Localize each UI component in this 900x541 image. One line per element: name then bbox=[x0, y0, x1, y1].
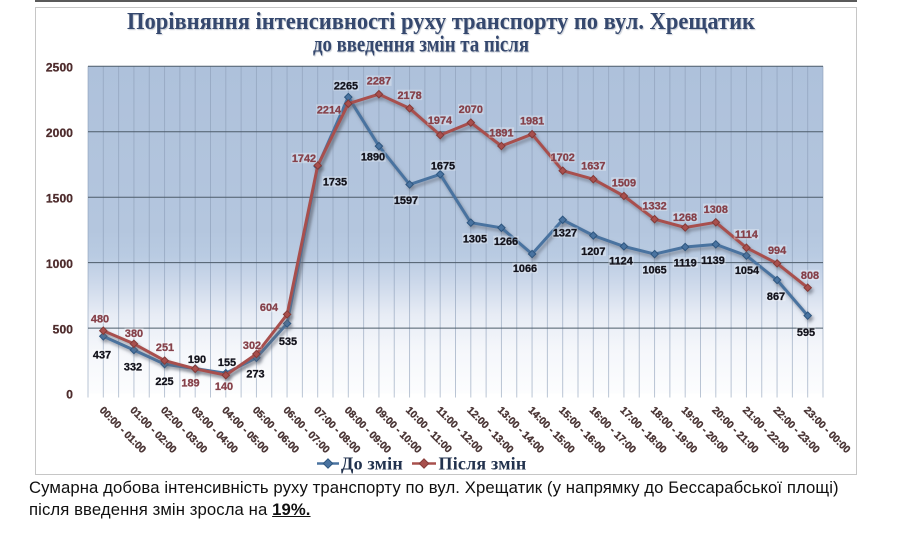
svg-text:480: 480 bbox=[91, 314, 109, 326]
svg-text:2178: 2178 bbox=[397, 90, 421, 102]
svg-text:273: 273 bbox=[246, 369, 264, 381]
svg-text:251: 251 bbox=[156, 342, 174, 354]
svg-text:1114: 1114 bbox=[735, 229, 758, 241]
svg-text:1308: 1308 bbox=[704, 204, 728, 216]
svg-text:1207: 1207 bbox=[581, 246, 605, 258]
svg-text:1119: 1119 bbox=[674, 258, 697, 270]
svg-text:Порівняння інтенсивності руху: Порівняння інтенсивності руху транспорту… bbox=[127, 9, 755, 35]
svg-text:2500: 2500 bbox=[46, 61, 73, 75]
svg-text:1124: 1124 bbox=[609, 256, 633, 268]
svg-text:189: 189 bbox=[181, 378, 199, 390]
svg-text:1268: 1268 bbox=[673, 212, 697, 224]
svg-text:1702: 1702 bbox=[551, 152, 575, 164]
svg-text:867: 867 bbox=[767, 291, 785, 303]
svg-text:До змін: До змін bbox=[341, 454, 403, 474]
svg-text:1509: 1509 bbox=[612, 178, 636, 190]
svg-text:1000: 1000 bbox=[46, 257, 73, 271]
svg-text:332: 332 bbox=[124, 362, 142, 374]
svg-text:1066: 1066 bbox=[513, 263, 537, 275]
svg-text:1675: 1675 bbox=[431, 161, 455, 173]
svg-text:994: 994 bbox=[768, 245, 786, 257]
svg-text:140: 140 bbox=[215, 381, 233, 393]
svg-text:808: 808 bbox=[801, 270, 819, 282]
svg-text:595: 595 bbox=[797, 327, 815, 339]
svg-text:1597: 1597 bbox=[394, 195, 418, 207]
svg-text:2000: 2000 bbox=[46, 126, 73, 140]
svg-text:604: 604 bbox=[260, 302, 278, 314]
svg-text:1500: 1500 bbox=[46, 191, 73, 205]
svg-text:380: 380 bbox=[125, 328, 143, 340]
svg-text:0: 0 bbox=[66, 388, 73, 402]
svg-text:500: 500 bbox=[53, 322, 74, 336]
svg-text:до введення змін та після: до введення змін та після bbox=[313, 32, 529, 57]
svg-text:1742: 1742 bbox=[292, 153, 316, 165]
svg-text:2070: 2070 bbox=[459, 104, 483, 116]
svg-text:1139: 1139 bbox=[701, 255, 725, 267]
svg-text:1332: 1332 bbox=[642, 201, 666, 213]
svg-text:1981: 1981 bbox=[520, 116, 544, 128]
svg-text:1266: 1266 bbox=[494, 236, 518, 248]
svg-text:535: 535 bbox=[279, 336, 297, 348]
svg-text:1974: 1974 bbox=[428, 115, 452, 127]
svg-text:225: 225 bbox=[155, 376, 173, 388]
svg-text:302: 302 bbox=[243, 340, 261, 352]
svg-text:1054: 1054 bbox=[735, 265, 759, 277]
svg-text:2214: 2214 bbox=[317, 105, 341, 117]
svg-text:1891: 1891 bbox=[489, 128, 513, 140]
svg-text:190: 190 bbox=[188, 354, 206, 366]
svg-text:155: 155 bbox=[218, 357, 236, 369]
svg-text:1065: 1065 bbox=[642, 265, 666, 277]
svg-text:1327: 1327 bbox=[553, 228, 577, 240]
svg-text:1735: 1735 bbox=[323, 177, 347, 189]
svg-text:2287: 2287 bbox=[367, 76, 391, 88]
svg-text:437: 437 bbox=[93, 350, 111, 362]
svg-text:1305: 1305 bbox=[463, 234, 487, 246]
svg-text:1637: 1637 bbox=[581, 161, 605, 173]
svg-text:Після змін: Після змін bbox=[439, 454, 527, 474]
svg-text:1890: 1890 bbox=[361, 152, 385, 164]
svg-text:2265: 2265 bbox=[334, 81, 358, 93]
